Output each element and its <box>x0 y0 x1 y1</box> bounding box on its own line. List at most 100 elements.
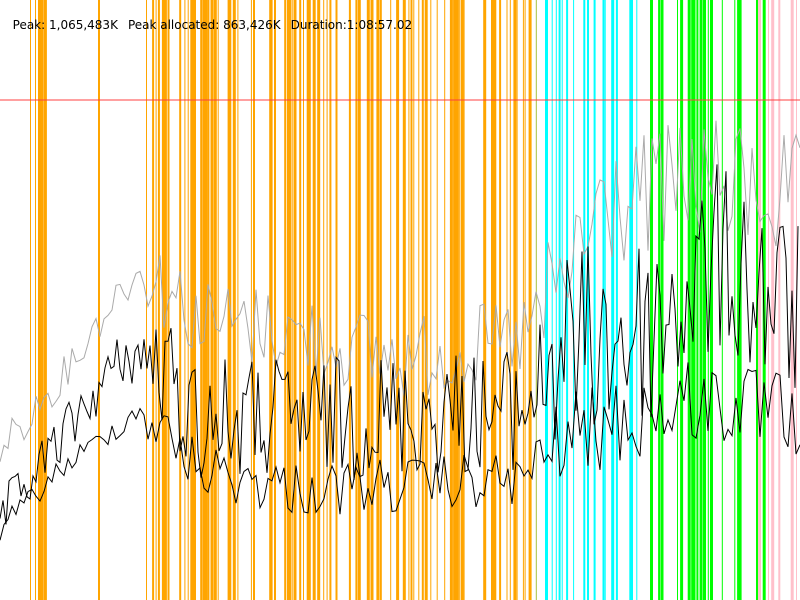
event-bar <box>299 0 302 600</box>
event-bar <box>756 0 758 600</box>
event-bar <box>513 0 517 600</box>
event-bar <box>771 0 775 600</box>
event-bar <box>455 0 459 600</box>
event-bar <box>410 0 413 600</box>
event-bar <box>778 0 781 600</box>
event-bar <box>308 0 311 600</box>
event-bar <box>632 0 633 600</box>
event-bar <box>35 0 36 600</box>
event-bar <box>30 0 31 600</box>
event-bar <box>213 0 217 600</box>
event-bar <box>506 0 508 600</box>
event-bar <box>187 0 189 600</box>
event-bar <box>152 0 155 600</box>
event-bar <box>516 0 518 600</box>
event-bar <box>555 0 557 600</box>
event-bar <box>202 0 206 600</box>
event-bar <box>355 0 358 600</box>
event-bar <box>696 0 699 600</box>
event-bar <box>677 0 678 600</box>
event-bar <box>739 0 742 600</box>
event-bar <box>491 0 494 600</box>
event-bar <box>615 0 618 600</box>
event-bar <box>611 0 615 600</box>
event-bar <box>573 0 575 600</box>
event-bar <box>184 0 186 600</box>
event-bar <box>323 0 325 600</box>
event-bar <box>229 0 232 600</box>
event-bar <box>210 0 214 600</box>
event-bar <box>303 0 304 600</box>
event-bar <box>312 0 316 600</box>
allocated-line <box>0 164 799 525</box>
event-bar <box>329 0 332 600</box>
event-bar <box>193 0 196 600</box>
event-bar <box>587 0 589 600</box>
event-bar <box>413 0 415 600</box>
event-bar <box>453 0 457 600</box>
event-bar <box>370 0 374 600</box>
event-bar <box>436 0 438 600</box>
event-bar <box>583 0 586 600</box>
event-bar <box>758 0 761 600</box>
event-bar <box>460 0 464 600</box>
event-bar <box>660 0 664 600</box>
event-bar <box>449 0 453 600</box>
event-bar <box>237 0 239 600</box>
event-bar <box>335 0 338 600</box>
event-bar <box>286 0 290 600</box>
event-bar <box>444 0 446 600</box>
event-bar <box>284 0 287 600</box>
event-bar <box>421 0 424 600</box>
event-bar <box>691 0 695 600</box>
event-bar <box>40 0 44 600</box>
event-bar <box>699 0 703 600</box>
event-bar <box>522 0 524 600</box>
event-bar <box>561 0 563 600</box>
event-bar <box>317 0 321 600</box>
event-bar <box>558 0 561 600</box>
event-bar <box>551 0 553 600</box>
reserved-line <box>0 120 800 462</box>
event-bar <box>376 0 380 600</box>
event-bar <box>535 0 537 600</box>
event-bar <box>357 0 361 600</box>
event-bar <box>566 0 569 600</box>
event-bar <box>293 0 297 600</box>
event-bar <box>762 0 766 600</box>
event-bar <box>207 0 210 600</box>
event-bar <box>232 0 236 600</box>
event-bar <box>326 0 328 600</box>
live-line <box>0 362 800 541</box>
event-bar <box>707 0 709 600</box>
event-bar <box>528 0 532 600</box>
event-bar <box>737 0 741 600</box>
event-bar <box>250 0 252 600</box>
event-bar <box>306 0 310 600</box>
event-bar <box>157 0 160 600</box>
event-bar <box>499 0 502 600</box>
event-bar <box>483 0 487 600</box>
event-bar <box>402 0 406 600</box>
event-bar <box>200 0 203 600</box>
event-bar <box>430 0 432 600</box>
event-bar <box>703 0 706 600</box>
event-bar <box>704 0 706 600</box>
event-bar <box>459 0 461 600</box>
event-bar <box>42 0 44 600</box>
event-bar <box>710 0 713 600</box>
event-bar <box>408 0 410 600</box>
duration-label: Duration:1:08:57.02 <box>290 18 413 32</box>
event-bar <box>253 0 255 600</box>
event-bar <box>379 0 382 600</box>
event-bar <box>545 0 548 600</box>
event-bar <box>161 0 165 600</box>
event-bar <box>291 0 293 600</box>
peak-label: Peak: 1,065,483K <box>12 18 118 32</box>
event-bar <box>348 0 351 600</box>
event-bar <box>524 0 526 600</box>
event-bar <box>593 0 596 600</box>
event-bar <box>509 0 511 600</box>
